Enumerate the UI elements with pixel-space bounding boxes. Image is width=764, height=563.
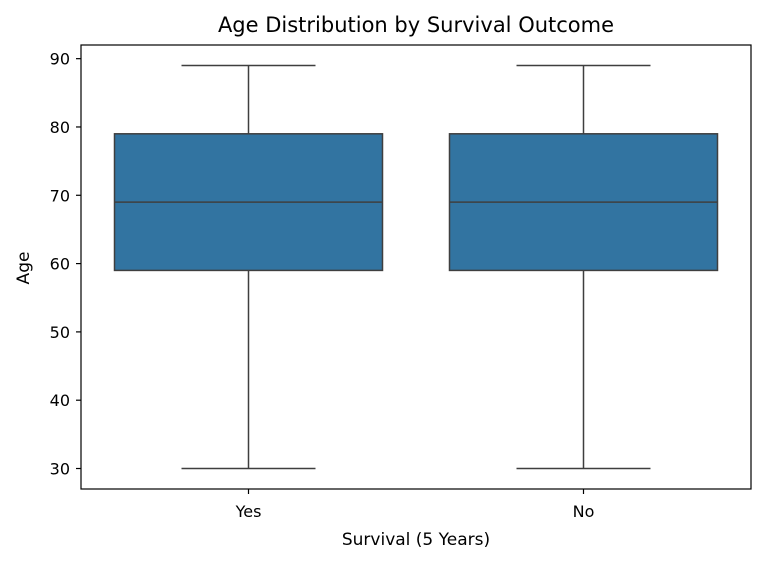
y-tick-label: 80 <box>50 118 70 137</box>
x-tick-label: Yes <box>235 502 262 521</box>
x-axis-label: Survival (5 Years) <box>342 530 490 550</box>
plot-frame <box>80 44 752 490</box>
y-tick-label: 90 <box>50 50 70 69</box>
y-tick-label: 30 <box>50 460 70 479</box>
plot-area <box>113 64 719 470</box>
y-tick-label: 50 <box>50 323 70 342</box>
y-axis-label: Age <box>14 252 34 285</box>
y-tick-label: 70 <box>50 186 70 205</box>
x-axis: Yes No <box>235 489 595 521</box>
box-yes <box>113 64 384 470</box>
chart-title: Age Distribution by Survival Outcome <box>218 13 614 37</box>
y-tick-label: 40 <box>50 391 70 410</box>
y-tick-label: 60 <box>50 255 70 274</box>
box-no <box>448 64 719 470</box>
y-axis: 30 40 50 60 70 80 90 <box>50 50 81 479</box>
x-tick-label: No <box>573 502 595 521</box>
